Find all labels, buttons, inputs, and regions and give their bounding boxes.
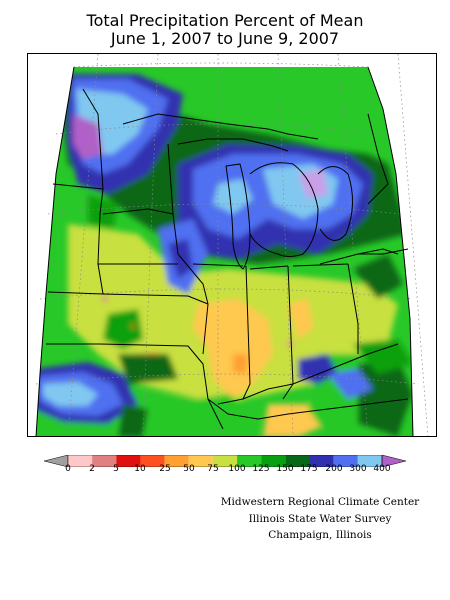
- legend-tick-label: 75: [207, 464, 219, 474]
- legend-tick-label: 400: [373, 464, 391, 474]
- legend-tick-label: 200: [325, 464, 343, 474]
- legend-tick-label: 2: [89, 464, 95, 474]
- legend-swatch-10-25: [140, 455, 165, 467]
- legend-tick-label: 175: [300, 464, 318, 474]
- legend-swatch-50-75: [188, 455, 213, 467]
- state-boundaries: [35, 66, 414, 436]
- credit-location: Champaign, Illinois: [268, 529, 372, 541]
- color-legend: 0 2 5 10 25 50 75 100 125 150 175 200 30…: [43, 452, 407, 484]
- legend-tick-label: 50: [183, 464, 195, 474]
- legend-colorbar: [43, 454, 407, 468]
- legend-swatch-175-200: [309, 455, 334, 467]
- legend-tick-label: 25: [159, 464, 171, 474]
- legend-swatch-300-400: [357, 455, 382, 467]
- legend-swatch-5-10: [116, 455, 141, 467]
- credit-survey: Illinois State Water Survey: [248, 513, 392, 525]
- legend-tick-label: 150: [276, 464, 294, 474]
- precipitation-field: [36, 67, 413, 436]
- precipitation-map: [27, 53, 437, 437]
- credit-organization: Midwestern Regional Climate Center: [220, 496, 420, 508]
- map-title: Total Precipitation Percent of Mean: [86, 11, 364, 30]
- legend-swatch-100-125: [237, 455, 262, 467]
- graticule: [35, 54, 429, 436]
- legend-tick-label: 0: [65, 464, 71, 474]
- legend-tick-label: 10: [134, 464, 146, 474]
- legend-tick-label: 100: [228, 464, 246, 474]
- legend-swatch-2-5: [92, 455, 117, 467]
- legend-swatch-0-2: [68, 455, 93, 467]
- legend-swatch-25-50: [164, 455, 189, 467]
- map-date-range: June 1, 2007 to June 9, 2007: [110, 29, 340, 48]
- legend-tick-label: 300: [349, 464, 367, 474]
- legend-tick-label: 5: [113, 464, 119, 474]
- legend-swatch-200-300: [333, 455, 358, 467]
- legend-swatch-75-100: [212, 455, 238, 467]
- legend-swatch-150-175: [285, 455, 310, 467]
- legend-swatch-125-150: [261, 455, 286, 467]
- legend-tick-label: 125: [252, 464, 270, 474]
